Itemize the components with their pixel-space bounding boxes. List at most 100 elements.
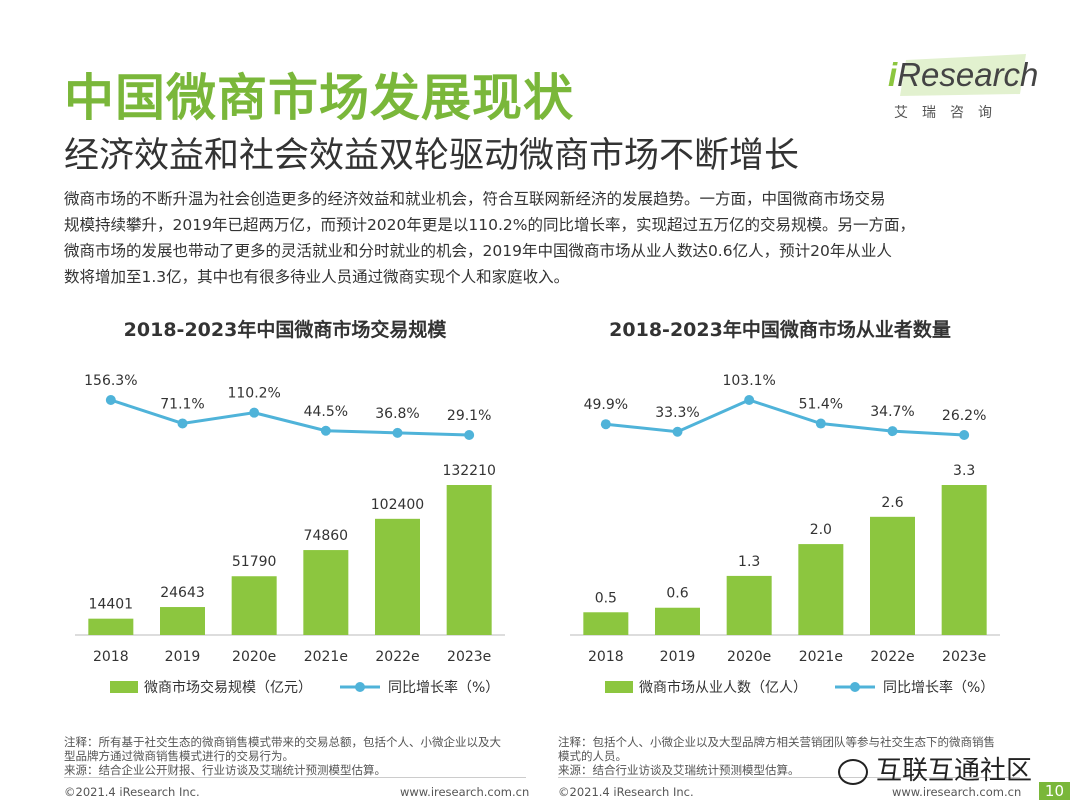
intro-paragraph: 微商市场的不断升温为社会创造更多的经济效益和就业机会，符合互联网新经济的发展趋势…: [64, 186, 1024, 290]
legend-bar-swatch: [110, 681, 138, 693]
growth-line: [605, 398, 965, 437]
legend-line-label: 同比增长率（%）: [883, 679, 994, 696]
bar-data-label: 74860: [304, 528, 349, 544]
chart-title: 2018-2023年中国微商市场从业者数量: [609, 319, 951, 341]
legend-line-marker: [355, 682, 365, 692]
chart-svg: 0.5 2018 0.6 2019 1.3 2020e 2.0 2021e 2.6 2022e 3.…: [570, 373, 1000, 696]
growth-data-label: 36.8%: [375, 406, 419, 422]
note-line: 型品牌方通过微商销售模式进行的交易行为。: [64, 749, 294, 763]
growth-point: [249, 407, 260, 418]
note-line: 注释：所有基于社交生态的微商销售模式带来的交易总额，包括个人、小微企业以及大: [64, 735, 501, 749]
growth-data-label: 110.2%: [227, 386, 280, 402]
footer-copyright-left: ©2021.4 iResearch Inc.: [64, 785, 200, 799]
practitioner-count-chart: 2018-2023年中国微商市场从业者数量 0.5 2018 0.6 2019 1.3 2…: [545, 305, 1015, 715]
growth-data-label: 49.9%: [584, 397, 628, 413]
intro-line: 微商市场的不断升温为社会创造更多的经济效益和就业机会，符合互联网新经济的发展趋势…: [64, 190, 886, 208]
bar-data-label: 2.6: [881, 495, 903, 511]
legend-bar-label: 微商市场从业人数（亿人）: [639, 679, 807, 696]
x-tick-label: 2020e: [727, 649, 771, 665]
x-tick-label: 2018: [93, 649, 129, 665]
bar: [231, 576, 277, 635]
note-line: 来源：结合行业访谈及艾瑞统计预测模型估算。: [558, 763, 800, 777]
footer-divider-right: [558, 777, 1020, 778]
logo-research: Research: [897, 56, 1039, 93]
x-tick-label: 2019: [660, 649, 696, 665]
wechat-icon: [838, 758, 868, 785]
bar-data-label: 0.6: [666, 586, 688, 602]
bar: [798, 544, 844, 635]
bar: [160, 607, 205, 635]
growth-point: [672, 426, 683, 437]
growth-data-label: 71.1%: [160, 396, 204, 412]
bar-data-label: 51790: [232, 554, 277, 570]
footer-copyright-right: ©2021.4 iResearch Inc.: [558, 785, 694, 799]
watermark: 互联互通社区: [838, 750, 1032, 787]
watermark-text: 互联互通社区: [876, 756, 1033, 786]
x-tick-label: 2018: [588, 649, 624, 665]
footer-url-right[interactable]: www.iresearch.com.cn: [892, 785, 1022, 799]
intro-line: 数将增加至1.3亿，其中也有很多待业人员通过微商实现个人和家庭收入。: [64, 268, 570, 286]
bar: [88, 618, 134, 635]
x-tick-label: 2019: [165, 649, 201, 665]
growth-point: [887, 426, 898, 437]
note-line: 模式的人员。: [558, 749, 627, 763]
chart-title: 2018-2023年中国微商市场交易规模: [123, 319, 447, 341]
growth-point: [464, 430, 475, 440]
legend-line-marker: [850, 682, 860, 692]
growth-data-label: 103.1%: [722, 373, 775, 389]
footer-url-left[interactable]: www.iresearch.com.cn: [400, 785, 530, 799]
bar-data-label: 132210: [442, 463, 495, 479]
note-left: 注释：所有基于社交生态的微商销售模式带来的交易总额，包括个人、小微企业以及大 型…: [64, 735, 534, 777]
bar-data-label: 102400: [371, 497, 424, 513]
bar: [726, 575, 772, 635]
x-tick-label: 2022e: [375, 649, 419, 665]
logo-wordmark: iResearch: [888, 56, 1038, 94]
bar-data-label: 3.3: [953, 463, 975, 479]
bar: [655, 607, 700, 635]
footer-divider-left: [64, 777, 526, 778]
x-tick-label: 2021e: [304, 649, 348, 665]
iresearch-logo: iResearch 艾瑞咨询: [888, 52, 1038, 122]
growth-point: [600, 419, 611, 430]
x-tick-label: 2020e: [232, 649, 276, 665]
note-right: 注释：包括个人、小微企业以及大型品牌方相关营销团队等参与社交生态下的微商销售 模…: [558, 735, 1018, 777]
growth-point: [959, 430, 970, 440]
growth-point: [105, 395, 116, 405]
logo-subtitle: 艾瑞咨询: [894, 105, 1006, 121]
growth-point: [320, 425, 331, 436]
page-title: 中国微商市场发展现状: [64, 69, 574, 127]
bar: [375, 518, 420, 635]
page-number: 10: [1038, 782, 1070, 800]
growth-data-label: 34.7%: [870, 404, 914, 420]
growth-data-label: 156.3%: [84, 373, 137, 389]
intro-line: 规模持续攀升，2019年已超两万亿，而预计2020年更是以110.2%的同比增长…: [64, 216, 915, 234]
growth-line: [110, 398, 470, 437]
bar: [870, 516, 915, 635]
bar: [941, 485, 987, 635]
intro-line: 微商市场的发展也带动了更多的灵活就业和分时就业的机会，2019年中国微商市场从业…: [64, 242, 892, 260]
growth-data-label: 51.4%: [799, 397, 843, 413]
growth-point: [177, 418, 188, 429]
growth-point: [392, 427, 403, 438]
growth-data-label: 44.5%: [304, 404, 348, 420]
growth-data-label: 26.2%: [942, 408, 986, 424]
logo-backdrop-icon: [900, 54, 1026, 96]
bar-data-label: 24643: [160, 585, 205, 601]
legend-line-label: 同比增长率（%）: [388, 679, 499, 696]
growth-point: [815, 418, 826, 429]
note-line: 来源：结合企业公开财报、行业访谈及艾瑞统计预测模型估算。: [64, 763, 386, 777]
note-line: 注释：包括个人、小微企业以及大型品牌方相关营销团队等参与社交生态下的微商销售: [558, 735, 995, 749]
x-tick-label: 2021e: [799, 649, 843, 665]
bar: [303, 550, 349, 635]
legend-bar-label: 微商市场交易规模（亿元）: [144, 679, 312, 696]
legend-bar-swatch: [605, 681, 633, 693]
bar-data-label: 14401: [89, 597, 134, 613]
page-subtitle: 经济效益和社会效益双轮驱动微商市场不断增长: [64, 136, 800, 176]
growth-point: [744, 395, 755, 405]
logo-i: i: [888, 56, 898, 93]
chart-svg: 14401 2018 24643 2019 51790 2020e 74860 2021e 10…: [75, 373, 505, 696]
x-tick-label: 2023e: [447, 649, 491, 665]
bar-data-label: 2.0: [810, 522, 832, 538]
transaction-scale-chart: 2018-2023年中国微商市场交易规模 14401 2018 24643 2019 5…: [50, 305, 520, 715]
growth-data-label: 29.1%: [447, 408, 491, 424]
